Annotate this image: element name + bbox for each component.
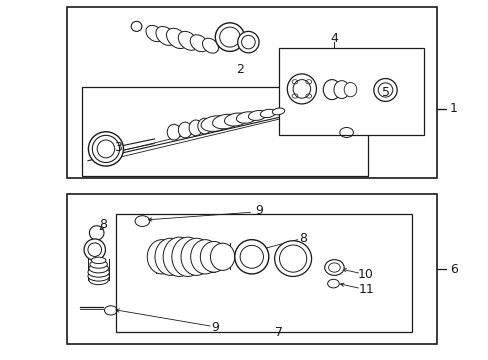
Ellipse shape <box>92 135 119 162</box>
Bar <box>67 7 436 178</box>
Ellipse shape <box>178 122 192 138</box>
Text: 6: 6 <box>449 263 457 276</box>
Ellipse shape <box>200 242 227 272</box>
Ellipse shape <box>156 27 175 45</box>
Ellipse shape <box>373 78 396 102</box>
Ellipse shape <box>163 237 195 276</box>
Ellipse shape <box>145 26 163 42</box>
Text: 8: 8 <box>99 218 107 231</box>
Ellipse shape <box>324 260 344 275</box>
Ellipse shape <box>210 243 234 270</box>
Ellipse shape <box>333 81 349 99</box>
Ellipse shape <box>272 108 284 115</box>
Ellipse shape <box>190 240 220 274</box>
Ellipse shape <box>84 239 105 260</box>
Ellipse shape <box>178 31 198 50</box>
Ellipse shape <box>198 118 211 134</box>
Ellipse shape <box>234 240 268 274</box>
Ellipse shape <box>212 114 239 129</box>
Bar <box>67 194 436 344</box>
Ellipse shape <box>89 275 108 285</box>
Text: 3: 3 <box>114 141 122 154</box>
Text: 10: 10 <box>357 268 373 281</box>
Bar <box>81 87 368 176</box>
Ellipse shape <box>224 113 248 126</box>
Ellipse shape <box>202 38 218 53</box>
Text: 1: 1 <box>449 102 457 115</box>
Bar <box>116 214 411 332</box>
Ellipse shape <box>88 271 109 281</box>
Ellipse shape <box>88 267 109 277</box>
Ellipse shape <box>236 112 257 123</box>
Text: 9: 9 <box>255 204 263 217</box>
Ellipse shape <box>181 238 212 275</box>
Ellipse shape <box>190 35 208 52</box>
Ellipse shape <box>171 237 203 276</box>
Ellipse shape <box>260 109 275 118</box>
Ellipse shape <box>91 257 106 264</box>
Text: 8: 8 <box>298 233 306 246</box>
Text: 9: 9 <box>211 321 219 334</box>
Ellipse shape <box>155 238 186 275</box>
Ellipse shape <box>97 140 115 158</box>
Ellipse shape <box>237 31 259 53</box>
Text: 5: 5 <box>381 86 389 99</box>
Ellipse shape <box>274 241 311 276</box>
Ellipse shape <box>89 264 108 273</box>
Ellipse shape <box>88 132 123 166</box>
Ellipse shape <box>90 260 107 268</box>
Text: 7: 7 <box>274 326 282 339</box>
Ellipse shape <box>215 23 244 51</box>
Ellipse shape <box>248 111 266 121</box>
Ellipse shape <box>287 74 316 104</box>
Ellipse shape <box>201 116 229 131</box>
Text: 2: 2 <box>235 63 243 76</box>
Text: 4: 4 <box>330 32 338 45</box>
Ellipse shape <box>147 240 176 274</box>
Ellipse shape <box>323 80 340 100</box>
Ellipse shape <box>189 120 202 136</box>
Text: 11: 11 <box>357 283 373 296</box>
Ellipse shape <box>167 124 181 140</box>
Ellipse shape <box>166 28 187 49</box>
Bar <box>278 48 424 135</box>
Ellipse shape <box>344 82 356 97</box>
